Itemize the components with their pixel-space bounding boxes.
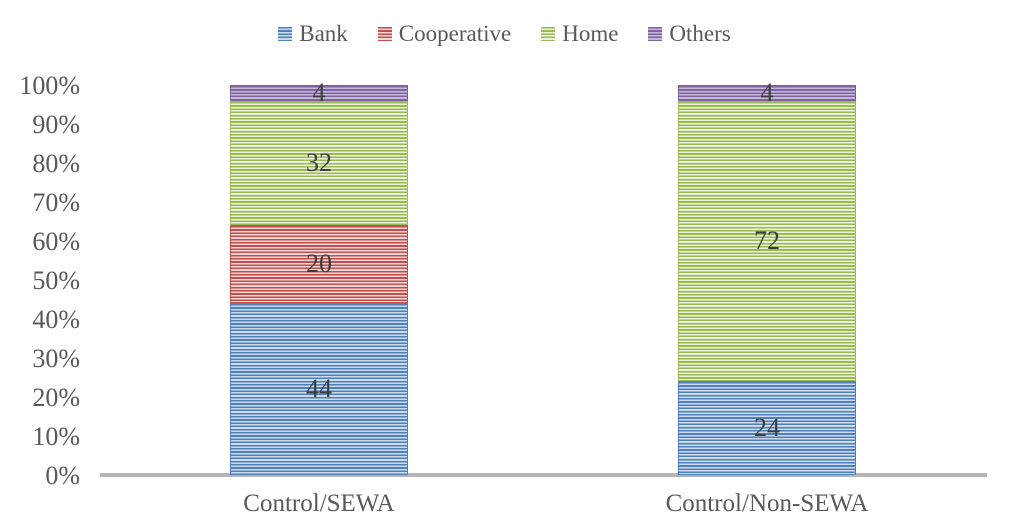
y-tick-label: 70% [32, 188, 80, 217]
y-tick-label: 10% [32, 422, 80, 451]
legend-label: Others [669, 21, 731, 46]
bar-segment-others: 4 [678, 79, 856, 105]
stacked-bar-2: 24 72 4 [678, 79, 856, 475]
legend-swatch-icon [648, 26, 663, 41]
chart-legend: Bank Cooperative Home Others [0, 22, 1009, 45]
legend-label: Bank [299, 21, 348, 46]
bar-segment-value: 32 [306, 148, 332, 177]
y-tick-label: 100% [19, 71, 80, 100]
legend-label: Cooperative [398, 21, 512, 46]
y-tick-label: 0% [45, 461, 80, 490]
stacked-bar-1: 44 20 32 4 [230, 79, 408, 475]
bar-segment-value: 4 [312, 77, 326, 107]
bar-segment-bank: 44 [230, 303, 408, 475]
bar-segment-value: 20 [306, 249, 332, 279]
legend-label: Home [562, 21, 619, 46]
legend-swatch-icon [278, 26, 293, 41]
bar-segment-value: 4 [760, 77, 774, 107]
legend-item-cooperative: Cooperative [377, 21, 512, 46]
legend-swatch-icon [377, 26, 392, 41]
y-tick-label: 40% [32, 305, 80, 334]
y-tick-label: 50% [32, 266, 80, 295]
bar-segment-home: 72 [678, 100, 856, 382]
bar-segment-value: 44 [306, 374, 332, 404]
y-tick-label: 60% [32, 227, 80, 256]
legend-swatch-icon [541, 26, 556, 41]
legend-item-bank: Bank [278, 22, 348, 45]
y-tick-label: 30% [32, 344, 80, 373]
x-axis-line [100, 473, 987, 477]
bar-segment-home: 32 [230, 100, 408, 226]
legend-item-home: Home [541, 22, 618, 45]
x-axis-label: Control/Non-SEWA [665, 490, 869, 517]
y-tick-label: 90% [32, 110, 80, 139]
x-axis-label: Control/SEWA [243, 490, 395, 517]
bar-segment-bank: 24 [678, 381, 856, 475]
y-tick-label: 80% [32, 149, 80, 178]
bar-segment-value: 72 [754, 226, 780, 255]
bar-segment-value: 24 [754, 413, 780, 443]
bar-segment-others: 4 [230, 79, 408, 105]
y-tick-label: 20% [32, 383, 80, 412]
legend-item-others: Others [648, 21, 731, 46]
bar-segment-cooperative: 20 [230, 225, 408, 304]
